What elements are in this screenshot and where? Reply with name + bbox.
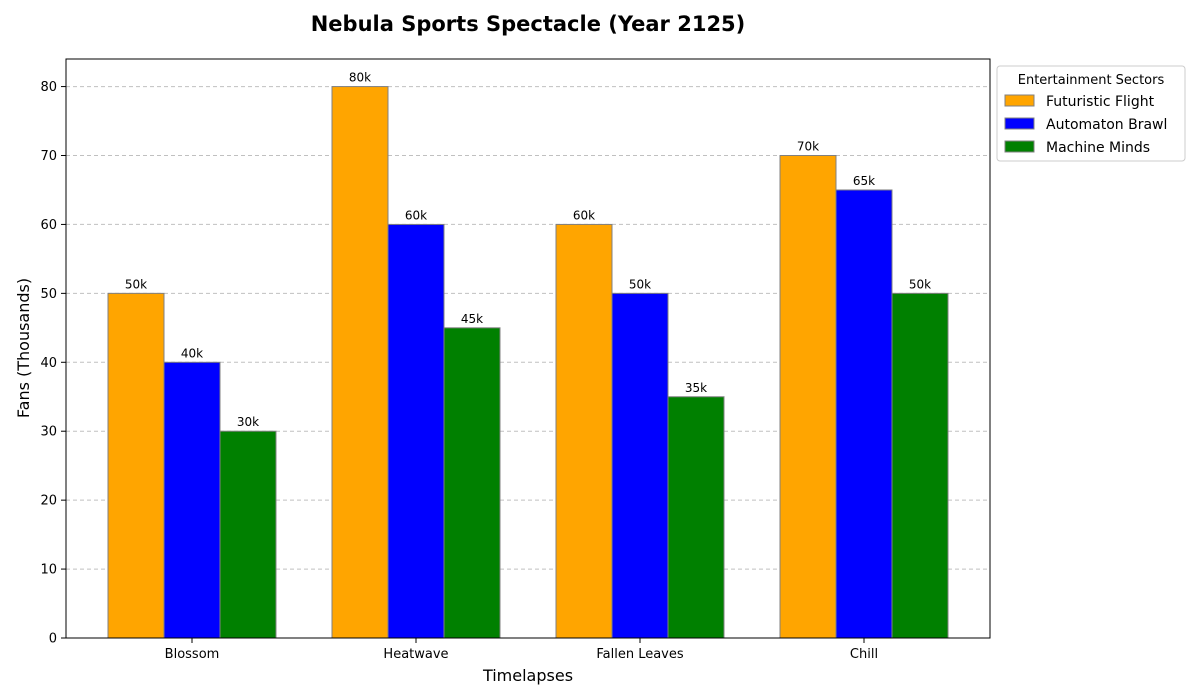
y-axis-label: Fans (Thousands) [14, 278, 33, 418]
plot-area-frame [65, 58, 991, 639]
x-axis: Blossom Heatwave Fallen Leaves Chill [165, 638, 878, 662]
chart-title: Nebula Sports Spectacle (Year 2125) [311, 12, 746, 36]
bars [107, 86, 949, 639]
bar-machine-minds-fallen-leaves [667, 396, 725, 639]
legend-title: Entertainment Sectors [1018, 73, 1165, 88]
y-tick-label: 50 [40, 287, 57, 302]
bar-machine-minds-heatwave [443, 327, 501, 639]
bar-value-label: 35k [685, 381, 707, 395]
bar-automaton-brawl-chill [835, 189, 893, 639]
bar-value-labels: 50k 40k 30k 80k 60k 45k 60k 50k 35k 70k 65k 50k [125, 71, 931, 430]
legend-swatch-machine-minds [1004, 140, 1035, 153]
bar-automaton-brawl-heatwave [387, 223, 445, 639]
bar-value-label: 30k [237, 415, 259, 429]
bar-machine-minds-blossom [219, 430, 277, 639]
y-tick-label: 0 [49, 632, 57, 647]
bar-value-label: 50k [125, 277, 147, 291]
legend-label: Futuristic Flight [1046, 94, 1155, 110]
y-tick-label: 60 [40, 218, 57, 233]
y-tick-label: 80 [40, 80, 57, 95]
bar-value-label: 40k [181, 346, 203, 360]
legend-frame [996, 65, 1186, 162]
y-tick-label: 10 [40, 563, 57, 578]
bar-machine-minds-chill [891, 292, 949, 639]
x-tick-label: Blossom [165, 647, 220, 662]
legend-items: Futuristic Flight Automaton Brawl Machine … [1004, 94, 1167, 156]
y-axis: 0 10 20 30 40 50 60 70 80 [40, 80, 66, 647]
y-tick-label: 30 [40, 425, 57, 440]
bar-futuristic-flight-blossom [107, 292, 165, 639]
bar-futuristic-flight-fallen-leaves [555, 223, 613, 639]
bar-value-label: 70k [797, 140, 819, 154]
x-tick-label: Heatwave [383, 647, 448, 662]
y-tick-label: 70 [40, 149, 57, 164]
bar-value-label: 50k [909, 277, 931, 291]
bar-value-label: 50k [629, 277, 651, 291]
legend: Entertainment Sectors Futuristic Flight A… [996, 65, 1186, 162]
legend-swatch-automaton-brawl [1004, 117, 1035, 130]
legend-label: Automaton Brawl [1046, 117, 1167, 133]
legend-swatch-futuristic-flight [1004, 94, 1035, 107]
bar-value-label: 65k [853, 174, 875, 188]
x-axis-label: Timelapses [482, 666, 573, 685]
x-tick-label: Fallen Leaves [596, 647, 684, 662]
bar-value-label: 80k [349, 71, 371, 85]
bar-futuristic-flight-chill [779, 155, 837, 639]
bar-automaton-brawl-fallen-leaves [611, 292, 669, 639]
bar-value-label: 60k [573, 208, 595, 222]
y-tick-label: 20 [40, 494, 57, 509]
bar-automaton-brawl-blossom [163, 361, 221, 639]
bar-value-label: 45k [461, 312, 483, 326]
legend-label: Machine Minds [1046, 140, 1150, 156]
x-tick-label: Chill [850, 647, 878, 662]
bar-value-label: 60k [405, 208, 427, 222]
y-tick-label: 40 [40, 356, 57, 371]
bar-futuristic-flight-heatwave [331, 86, 389, 639]
